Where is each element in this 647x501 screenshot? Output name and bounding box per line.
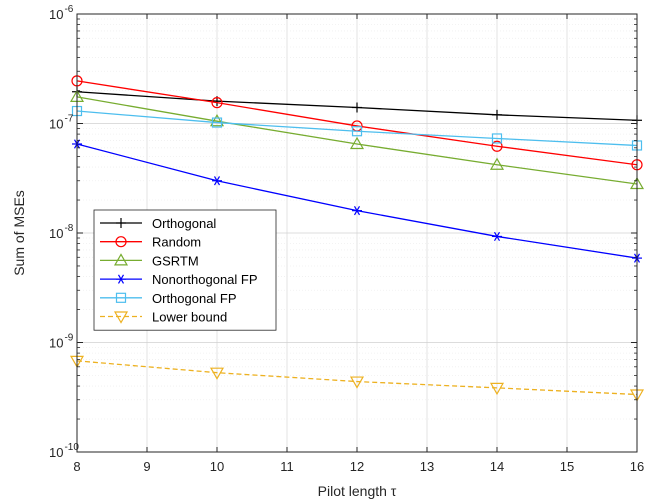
x-tick-label: 8 <box>73 459 80 474</box>
legend-marker <box>115 292 127 303</box>
series-gsrtm <box>69 89 645 190</box>
marker-stroke <box>213 176 221 186</box>
ticks <box>76 13 638 453</box>
data-point <box>211 117 223 128</box>
data-point <box>492 231 502 242</box>
marker-shape <box>211 117 223 128</box>
marker-shape <box>209 367 225 380</box>
x-tick-label: 9 <box>143 459 150 474</box>
marker-shape <box>211 97 223 109</box>
marker-stroke <box>493 231 501 242</box>
data-point <box>491 133 503 144</box>
data-point <box>212 176 222 186</box>
x-tick-label: 14 <box>490 459 504 474</box>
legend-label: Orthogonal FP <box>152 291 237 306</box>
y-tick-exponent: -9 <box>64 333 73 344</box>
legend-box <box>93 209 277 331</box>
legend-label: Orthogonal <box>152 216 216 231</box>
marker-shape <box>489 157 505 170</box>
marker-stroke <box>117 274 125 284</box>
legend-label: GSRTM <box>152 253 199 268</box>
y-tick-exponent: -6 <box>64 4 73 15</box>
marker-shape <box>115 236 127 248</box>
data-point <box>489 157 505 170</box>
legend-label: Lower bound <box>152 310 227 325</box>
data-point <box>352 206 362 216</box>
data-point <box>209 113 225 127</box>
legend: Orthogonal Random GSRTM Nonorthogonal FP Ort… <box>93 209 277 331</box>
data-point <box>349 376 365 389</box>
y-axis-title: Sum of MSEs <box>11 190 27 276</box>
y-tick-exponent: -10 <box>64 442 79 453</box>
legend-marker <box>116 274 126 284</box>
legend-marker <box>113 311 129 324</box>
legend-marker <box>113 253 129 266</box>
data-point <box>352 102 362 113</box>
marker-shape <box>349 136 365 150</box>
legend-entry-lower-bound: Lower bound <box>100 310 227 325</box>
x-tick-label: 12 <box>350 459 364 474</box>
legend-entry-nonorthogonal-fp: Nonorthogonal FP <box>100 272 258 287</box>
marker-shape <box>113 311 129 324</box>
series-line <box>76 360 638 396</box>
data-point <box>489 382 505 396</box>
x-tick-label: 16 <box>630 459 644 474</box>
y-tick-exponent: -7 <box>64 114 73 125</box>
data-point <box>349 136 365 150</box>
x-axis-title: Pilot length τ <box>318 483 397 499</box>
series-line <box>76 96 638 185</box>
y-tick-exponent: -8 <box>64 223 73 234</box>
data-point <box>351 126 363 137</box>
x-tick-label: 11 <box>280 459 294 474</box>
marker-shape <box>489 382 505 396</box>
x-tick-label: 15 <box>560 459 574 474</box>
data-point <box>211 97 223 109</box>
x-tick-label: 13 <box>420 459 434 474</box>
data-point <box>492 109 502 120</box>
marker-shape <box>351 126 363 137</box>
marker-shape <box>115 292 127 303</box>
legend-entry-gsrtm: GSRTM <box>100 253 199 268</box>
marker-shape <box>209 113 225 127</box>
legend-label: Random <box>152 235 201 250</box>
series-line <box>76 110 638 147</box>
marker-shape <box>491 140 503 152</box>
series-nonorthogonal-fp <box>72 139 642 263</box>
legend-entry-orthogonal: Orthogonal <box>100 216 216 231</box>
legend-entry-random: Random <box>100 235 201 250</box>
data-point <box>491 140 503 152</box>
marker-shape <box>113 253 129 266</box>
series-orthogonal <box>72 86 642 126</box>
legend-label: Nonorthogonal FP <box>152 272 258 287</box>
marker-shape <box>349 376 365 389</box>
x-tick-label: 10 <box>210 459 224 474</box>
marker-shape <box>491 133 503 144</box>
legend-marker <box>115 236 127 248</box>
legend-entry-orthogonal-fp: Orthogonal FP <box>100 291 237 306</box>
marker-stroke <box>353 206 361 216</box>
series-line <box>76 80 638 166</box>
data-point <box>209 367 225 380</box>
legend-marker <box>116 218 126 228</box>
